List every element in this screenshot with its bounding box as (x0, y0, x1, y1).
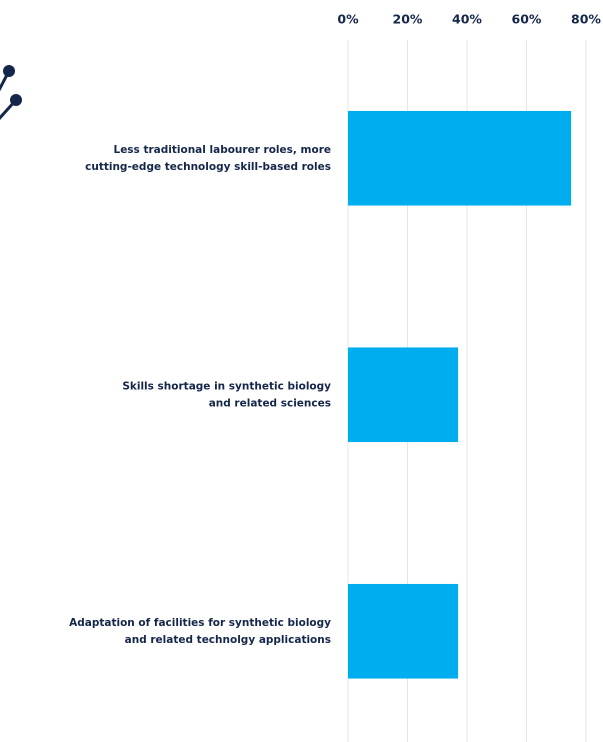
decor-dot (3, 65, 15, 77)
x-tick-label: 80% (571, 12, 601, 27)
x-tick-label: 40% (452, 12, 482, 27)
x-tick-label: 60% (512, 12, 542, 27)
y-tick-label: and related technolgy applications (125, 634, 331, 646)
bar (348, 110, 572, 206)
decoration (0, 65, 22, 121)
y-tick-label: Less traditional labourer roles, more (114, 144, 332, 156)
y-tick-label: and related sciences (209, 397, 331, 409)
x-tick-label: 0% (337, 12, 359, 27)
x-tick-label: 20% (393, 12, 423, 27)
y-tick-label: cutting-edge technology skill-based role… (85, 161, 331, 173)
bar (348, 583, 459, 679)
decor-dot (10, 94, 22, 106)
y-tick-label: Skills shortage in synthetic biology (122, 380, 331, 392)
bar (348, 347, 459, 443)
y-tick-label: Adaptation of facilities for synthetic b… (69, 617, 331, 629)
